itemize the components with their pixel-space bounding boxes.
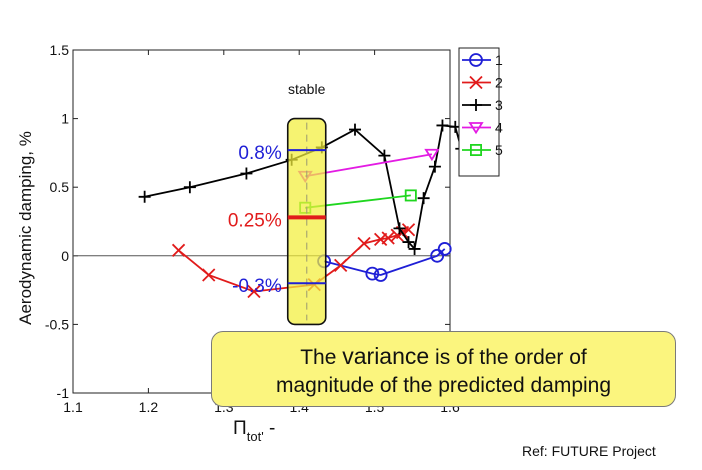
series-5-point: [404, 189, 417, 202]
series-2: [171, 223, 416, 299]
legend-entry-3: 3: [462, 97, 503, 113]
legend-entry-2: 2: [462, 75, 503, 91]
x-axis-label-symbol: Π: [233, 418, 247, 439]
series-2-point: [247, 284, 261, 299]
legend-label: 3: [495, 97, 503, 113]
legend-label: 5: [495, 142, 503, 158]
series-3-point: [428, 160, 441, 173]
legend-entry-5: 5: [462, 142, 503, 158]
series-3-point: [417, 192, 430, 205]
y-tick-label: 0: [61, 248, 69, 264]
legend-label: 2: [495, 75, 503, 91]
callout-emphasis: variance: [342, 343, 430, 369]
legend-marker: [468, 122, 484, 135]
legend-marker: [469, 143, 482, 156]
y-tick-label: -0.5: [45, 316, 69, 332]
variance-label: 0.25%: [228, 210, 282, 231]
series-2-point: [202, 268, 216, 282]
legend-marker: [470, 99, 482, 111]
series-1-point: [365, 266, 380, 281]
series-3-point: [378, 149, 391, 162]
series-3-point: [436, 119, 449, 132]
series-1-point: [373, 268, 388, 282]
series-2-point: [334, 258, 348, 273]
series-4-point: [424, 148, 440, 162]
x-axis-label: Πtot' -: [233, 418, 275, 444]
legend-entry-1: 1: [462, 52, 503, 68]
variance-label: -0.3%: [232, 276, 282, 297]
series-3-point: [393, 222, 406, 235]
y-tick-label: 1.5: [50, 42, 70, 58]
series-3-point: [138, 190, 151, 203]
reference-note: Ref: FUTURE Project: [522, 443, 656, 459]
series-2-point: [401, 223, 416, 237]
y-axis-label: Aerodynamic damping, %: [16, 131, 35, 325]
legend-entry-4: 4: [462, 120, 503, 136]
series-3-point: [348, 123, 361, 136]
series-2-point: [171, 243, 186, 257]
legend-label: 1: [495, 52, 503, 68]
legend: 1 2 3 4 5: [458, 47, 503, 177]
legend-marker: [469, 53, 483, 67]
variance-callout: The variance is of the order of magnitud…: [211, 331, 676, 407]
callout-line-1-post: is of the order of: [429, 346, 587, 369]
series-2-point: [381, 231, 395, 245]
stable-annotation: stable: [288, 81, 326, 97]
series-3-point: [183, 181, 196, 194]
y-tick-label: 0.5: [50, 179, 70, 195]
variance-label: 0.8%: [238, 143, 281, 164]
legend-marker: [469, 75, 483, 90]
x-tick-label: 1.1: [63, 399, 83, 415]
y-tick-label: 1: [61, 111, 69, 127]
series-2-point: [357, 236, 371, 251]
series-1-point: [430, 248, 445, 263]
y-tick-label: -1: [57, 385, 70, 401]
series-3-point: [240, 167, 253, 180]
legend-box: [458, 47, 500, 177]
x-tick-label: 1.2: [139, 399, 159, 415]
callout-line-1: The variance is of the order of: [212, 342, 675, 372]
series-3-point: [402, 236, 415, 249]
callout-line-2: magnitude of the predicted damping: [275, 374, 612, 397]
variance-highlight: 0.8% 0.25% -0.3%: [228, 117, 327, 326]
legend-label: 4: [495, 120, 503, 136]
x-axis-label-suffix: -: [264, 418, 276, 439]
series-3-point: [408, 242, 421, 255]
callout-line-1-pre: The: [300, 346, 343, 369]
series-1-point: [437, 242, 452, 256]
x-axis-label-subscript: tot': [247, 429, 264, 444]
